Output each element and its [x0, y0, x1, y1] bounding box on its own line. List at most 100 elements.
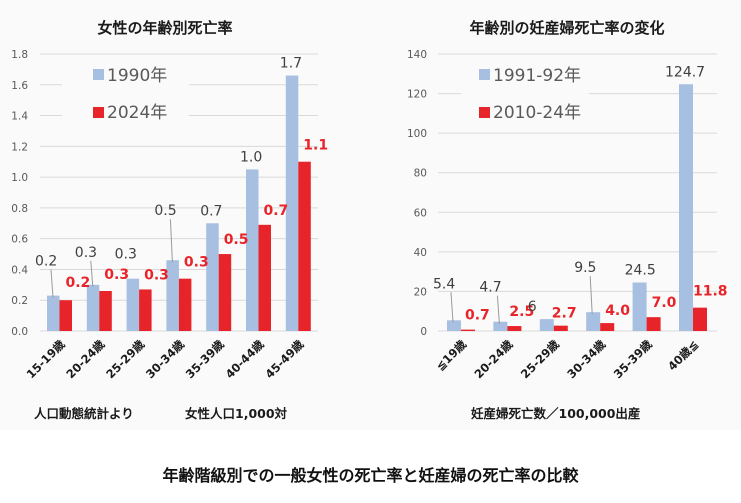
chart-title: 女性の年齢別死亡率	[97, 19, 232, 37]
unit-note: 女性人口1,000対	[185, 406, 288, 421]
bar-series-a	[447, 320, 461, 331]
chart-maternal-mortality: 年齢別の妊産婦死亡率の変化 0 20 40 60 80 100 120 140 5.4 0.7 ≦…	[407, 19, 728, 421]
leader-line	[90, 260, 94, 287]
legend-swatch-1991-92	[479, 69, 490, 80]
y-tick-label: 120	[407, 89, 427, 101]
data-label: 0.3	[144, 267, 169, 283]
y-tick-label: 80	[414, 168, 427, 180]
data-label: 1.1	[303, 138, 328, 154]
category-label: 45-49歳	[262, 337, 306, 381]
bar-series-a	[586, 312, 601, 331]
bar-series-b	[99, 290, 112, 331]
category-label: 25-29歳	[103, 337, 147, 381]
bar-series-a	[47, 295, 60, 331]
bar-series-b	[298, 161, 311, 331]
y-tick-label: 1.8	[11, 49, 28, 61]
category-label: 40-44歳	[223, 337, 267, 381]
legend-label-2010-24: 2010-24年	[493, 103, 581, 123]
legend-swatch-2024	[93, 107, 104, 118]
data-label: 0.2	[66, 275, 91, 291]
bar-series-b	[461, 329, 475, 331]
bar-series-a	[166, 260, 179, 331]
y-tick-label: 100	[407, 128, 427, 140]
data-label: 9.5	[574, 260, 596, 276]
legend-label-1991-92: 1991-92年	[493, 66, 581, 86]
category-label: 40歳≦	[665, 337, 701, 373]
bar-series-b	[693, 307, 707, 331]
y-tick-label: 140	[407, 49, 427, 61]
y-tick-label: 0.0	[11, 326, 28, 338]
legend: 1991-92年 2010-24年	[479, 66, 581, 123]
category-label: 30-34歳	[143, 337, 187, 381]
leader-line	[496, 295, 500, 324]
legend: 1990年 2024年	[93, 66, 167, 123]
data-label: 2.7	[552, 306, 577, 322]
bar-series-a	[679, 84, 693, 331]
data-label: 0.3	[184, 255, 209, 271]
bar-series-b	[258, 224, 271, 331]
data-label: 0.7	[264, 203, 289, 219]
chart-title: 年齢別の妊産婦死亡率の変化	[469, 19, 664, 37]
legend-label-2024: 2024年	[107, 103, 167, 123]
data-label: 0.3	[104, 267, 129, 283]
category-label: 35-39歳	[183, 337, 227, 381]
data-label: 11.8	[693, 284, 728, 300]
bar-series-b	[59, 300, 72, 331]
data-label: 0.7	[465, 308, 490, 324]
data-label: 1.0	[240, 149, 262, 165]
data-label: 4.0	[605, 303, 630, 319]
y-tick-label: 0	[420, 326, 427, 338]
data-label: 0.5	[154, 203, 176, 219]
legend-swatch-1990	[93, 69, 104, 80]
data-label: 6	[528, 299, 537, 315]
bar-series-a	[539, 319, 554, 331]
bar-series-a	[493, 321, 508, 331]
data-label: 24.5	[625, 263, 656, 279]
data-label: 4.7	[479, 280, 501, 296]
data-label: 0.7	[200, 203, 222, 219]
leader-line	[450, 292, 454, 323]
category-label: 30-34歳	[564, 337, 608, 381]
figure-caption: 年齢階級別での一般女性の死亡率と妊産婦の死亡率の比較	[162, 466, 579, 485]
bar-series-b	[553, 325, 568, 331]
y-tick-label: 1.4	[11, 111, 28, 123]
y-tick-label: 20	[414, 286, 427, 298]
legend-swatch-2010-24	[479, 107, 490, 118]
leader-line	[50, 269, 54, 298]
y-tick-label: 0.2	[11, 295, 28, 307]
leader-line	[589, 276, 593, 315]
data-label: 1.7	[280, 56, 302, 72]
legend-label-1990: 1990年	[107, 66, 167, 86]
bar-series-a	[126, 278, 140, 331]
category-label: 25-29歳	[518, 337, 562, 381]
data-label: 0.3	[75, 245, 97, 261]
category-label: 15-19歳	[24, 337, 68, 381]
charts-svg: 女性の年齢別死亡率 0.0 0.2 0.4 0.6 0.8 1.0 1.2 1.4 1.6 1.8…	[11, 19, 728, 421]
bar-series-a	[632, 282, 647, 331]
unit-note: 妊産婦死亡数／100,000出産	[471, 406, 640, 421]
bar-series-b	[646, 317, 661, 331]
y-tick-label: 0.6	[11, 234, 28, 246]
bar-series-b	[139, 289, 152, 331]
y-tick-label: 0.8	[11, 203, 28, 215]
bar-series-b	[178, 278, 192, 331]
data-label: 124.7	[665, 64, 705, 80]
category-label: 20-24歳	[63, 337, 107, 381]
source-note: 人口動態統計より	[34, 406, 134, 421]
chart-female-mortality: 女性の年齢別死亡率 0.0 0.2 0.4 0.6 0.8 1.0 1.2 1.4 1.6 1.8…	[11, 19, 328, 421]
bar-series-a	[86, 284, 100, 331]
y-tick-label: 40	[414, 247, 427, 259]
data-label: 0.3	[115, 247, 137, 263]
bar-series-a	[206, 223, 219, 331]
bar-series-b	[600, 323, 615, 331]
category-label: 35-39歳	[611, 337, 655, 381]
y-tick-label: 1.2	[11, 141, 28, 153]
y-tick-label: 0.4	[11, 264, 28, 276]
category-label: ≦19歳	[433, 337, 470, 374]
data-label: 0.2	[35, 254, 57, 270]
data-label: 0.5	[224, 232, 249, 248]
data-label: 2.5	[509, 304, 534, 320]
chart-panel: 女性の年齢別死亡率 0.0 0.2 0.4 0.6 0.8 1.0 1.2 1.4 1.6 1.8…	[11, 19, 728, 421]
y-tick-label: 60	[414, 207, 427, 219]
bar-series-a	[285, 75, 299, 332]
